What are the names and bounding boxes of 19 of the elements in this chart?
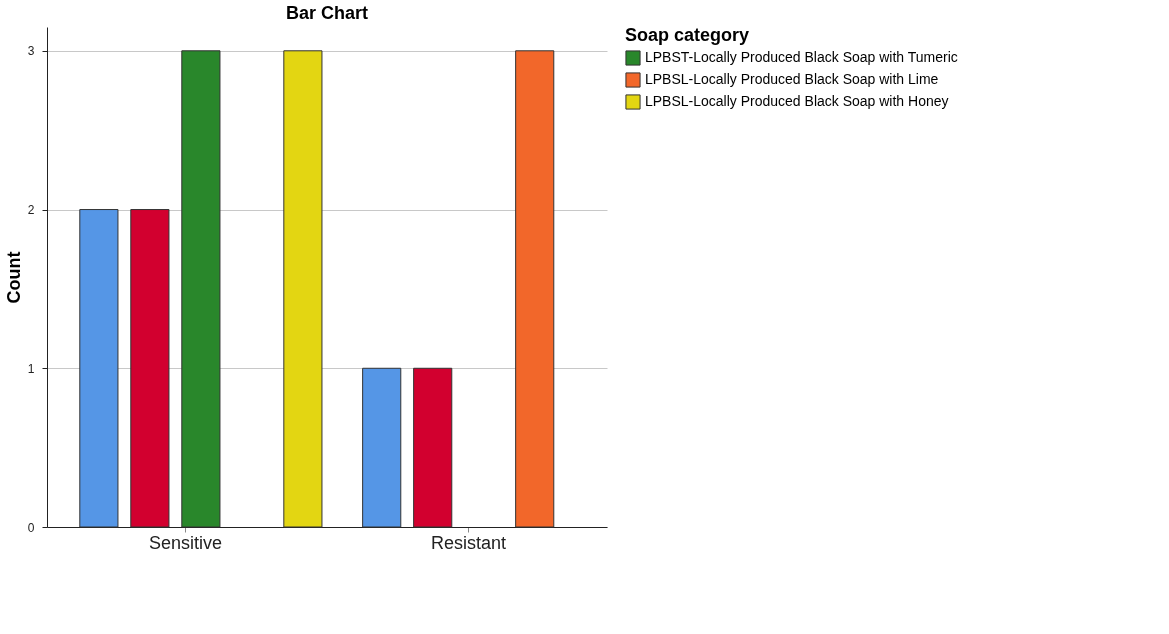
legend-label: LPBSL-Locally Produced Black Soap with Honey	[645, 93, 949, 109]
bar	[283, 50, 323, 528]
bar	[130, 209, 170, 528]
legend-label: LPBSL-Locally Produced Black Soap with Lime	[645, 71, 939, 87]
bar	[79, 209, 119, 528]
y-tick-label: 1	[27, 361, 35, 376]
y-axis-title: Count	[3, 251, 24, 304]
y-tick-label: 0	[27, 520, 35, 535]
y-tick-label: 2	[27, 203, 35, 218]
legend-title: Soap category	[625, 25, 750, 45]
bar	[413, 367, 453, 528]
x-tick-label: Sensitive	[149, 532, 223, 553]
legend-label: LPBST-Locally Produced Black Soap with Tumeric	[645, 49, 958, 65]
bar	[515, 50, 555, 528]
bar	[181, 50, 221, 528]
chart-title: Bar Chart	[285, 3, 369, 23]
y-tick-label: 3	[27, 44, 35, 59]
x-tick-label: Resistant	[430, 532, 506, 553]
bar	[362, 367, 402, 528]
